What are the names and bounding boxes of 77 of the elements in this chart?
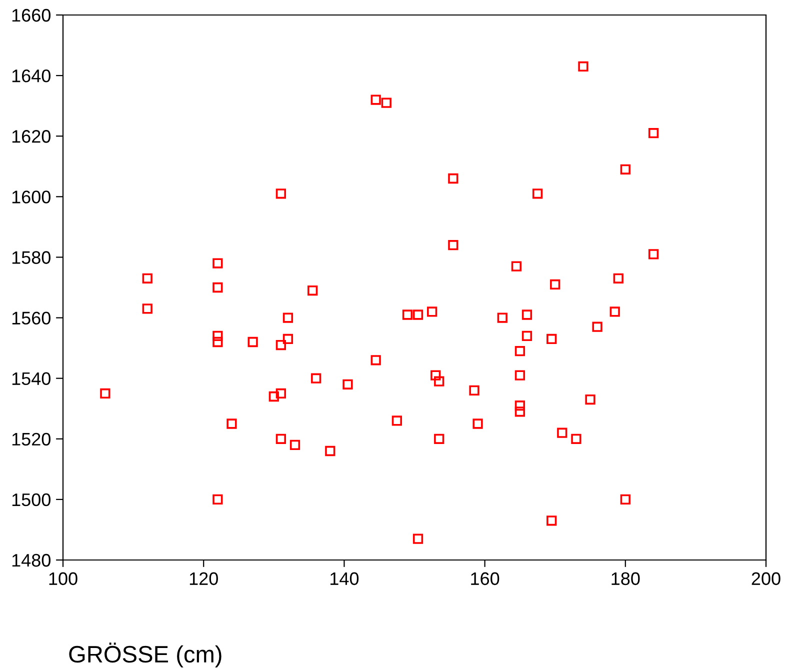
point — [212, 330, 223, 342]
point — [571, 434, 582, 444]
point — [370, 355, 381, 366]
y-tick-label: 1640 — [12, 69, 50, 82]
point — [620, 494, 630, 505]
x-tick-label: 100 — [49, 572, 78, 586]
point — [212, 494, 223, 505]
point — [592, 322, 602, 332]
point — [514, 370, 526, 380]
point — [212, 336, 223, 348]
y-tick-label: 1580 — [12, 251, 50, 264]
point — [610, 306, 620, 317]
point — [325, 446, 336, 456]
point — [212, 282, 223, 293]
point — [648, 128, 659, 138]
x-tick-label: 120 — [190, 572, 218, 586]
point — [514, 400, 526, 411]
point — [412, 534, 424, 544]
point — [532, 188, 543, 199]
x-axis-title: GRÖSSE (cm) — [69, 642, 222, 668]
point — [620, 164, 630, 174]
point — [613, 273, 624, 284]
point — [522, 330, 532, 342]
point — [212, 258, 223, 268]
point — [412, 310, 424, 320]
point — [585, 394, 596, 405]
point — [514, 346, 526, 356]
point — [434, 376, 444, 386]
point — [497, 312, 508, 323]
point — [142, 273, 152, 284]
point — [290, 440, 300, 450]
y-tick-label: 1560 — [12, 312, 50, 324]
point — [268, 391, 279, 402]
y-tick-label: 1620 — [12, 130, 50, 143]
point — [276, 340, 286, 350]
point — [142, 304, 152, 314]
y-tick-label: 1600 — [12, 190, 50, 204]
x-tick-label: 160 — [471, 572, 500, 586]
y-tick-label: 1660 — [12, 8, 50, 22]
point — [448, 240, 458, 250]
point — [472, 418, 483, 429]
point — [282, 334, 294, 344]
point — [578, 61, 588, 72]
point — [392, 416, 402, 426]
point — [550, 279, 560, 290]
point — [430, 370, 441, 380]
point — [427, 306, 438, 317]
point — [648, 249, 659, 260]
point — [342, 379, 353, 390]
point — [469, 385, 480, 396]
point — [282, 312, 294, 323]
x-tick-label: 200 — [752, 572, 780, 586]
point — [311, 373, 322, 384]
point — [522, 310, 532, 320]
point — [248, 336, 258, 348]
point — [448, 173, 458, 184]
point — [276, 434, 286, 444]
y-tick-label: 1520 — [12, 432, 50, 446]
point — [434, 434, 444, 444]
y-tick-label: 1540 — [12, 372, 50, 386]
x-tick-label: 180 — [612, 572, 640, 586]
point — [276, 188, 286, 199]
point — [514, 406, 526, 417]
point — [546, 516, 557, 526]
x-tick-label: 140 — [330, 572, 359, 586]
point — [381, 98, 392, 108]
point — [276, 388, 286, 399]
point — [557, 428, 568, 438]
y-tick-label: 1480 — [12, 554, 50, 567]
point — [370, 94, 381, 105]
point — [546, 334, 557, 344]
point — [226, 418, 237, 429]
point — [402, 310, 413, 320]
y-tick-label: 1500 — [12, 493, 50, 506]
point — [307, 285, 318, 296]
point — [100, 388, 110, 399]
point — [511, 261, 522, 272]
